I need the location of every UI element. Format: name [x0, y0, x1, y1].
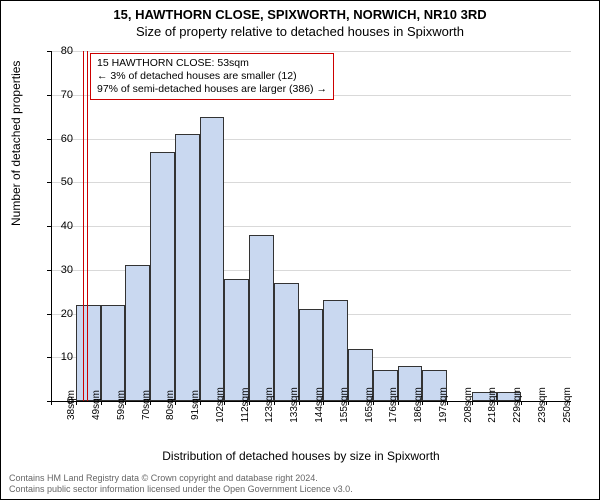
footer-attribution: Contains HM Land Registry data © Crown c…	[9, 473, 353, 495]
x-axis-line	[51, 401, 571, 402]
x-tick-label: 197sqm	[438, 387, 449, 423]
annotation-box: 15 HAWTHORN CLOSE: 53sqm ← 3% of detache…	[90, 53, 334, 100]
histogram-bar	[175, 134, 200, 401]
histogram-bar	[200, 117, 225, 401]
footer-line: Contains public sector information licen…	[9, 484, 353, 495]
reference-line	[83, 51, 84, 401]
y-tick-label: 50	[43, 176, 73, 188]
histogram-bar	[249, 235, 274, 401]
plot-area: 38sqm49sqm59sqm70sqm80sqm91sqm102sqm112s…	[51, 51, 571, 401]
footer-line: Contains HM Land Registry data © Crown c…	[9, 473, 353, 484]
grid-line	[51, 182, 571, 183]
x-tick-label: 250sqm	[562, 387, 573, 423]
y-tick-label: 40	[43, 220, 73, 232]
y-tick-label: 60	[43, 133, 73, 145]
y-tick-label: 80	[43, 45, 73, 57]
grid-line	[51, 139, 571, 140]
grid-line	[51, 226, 571, 227]
x-tick-label: 239sqm	[537, 387, 548, 423]
y-tick-label: 10	[43, 351, 73, 363]
histogram-bar	[224, 279, 249, 402]
histogram-bar	[274, 283, 299, 401]
annotation-line: 15 HAWTHORN CLOSE: 53sqm	[97, 57, 327, 70]
histogram-bar	[101, 305, 126, 401]
chart-title-1: 15, HAWTHORN CLOSE, SPIXWORTH, NORWICH, …	[1, 1, 599, 22]
y-tick-label: 0	[43, 395, 73, 407]
y-tick-label: 30	[43, 264, 73, 276]
y-axis-label: Number of detached properties	[9, 61, 23, 226]
grid-line	[51, 51, 571, 52]
reference-line	[87, 51, 88, 401]
x-tick-label: 229sqm	[512, 387, 523, 423]
y-tick-label: 70	[43, 89, 73, 101]
histogram-bar	[323, 300, 348, 401]
histogram-bar	[76, 305, 101, 401]
annotation-line: ← 3% of detached houses are smaller (12)	[97, 70, 327, 83]
chart-title-2: Size of property relative to detached ho…	[1, 22, 599, 39]
histogram-bar	[150, 152, 175, 401]
histogram-bar	[125, 265, 150, 401]
annotation-line: 97% of semi-detached houses are larger (…	[97, 83, 327, 96]
chart-container: 15, HAWTHORN CLOSE, SPIXWORTH, NORWICH, …	[0, 0, 600, 500]
x-axis-label: Distribution of detached houses by size …	[1, 449, 600, 463]
y-tick-label: 20	[43, 308, 73, 320]
